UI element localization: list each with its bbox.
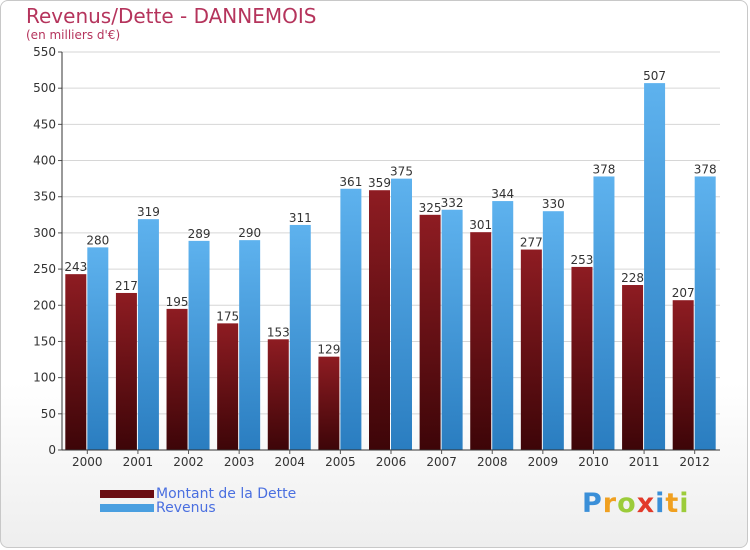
bars-layer [65, 83, 716, 451]
x-tick-label: 2009 [528, 455, 559, 469]
y-tick-label: 500 [33, 81, 56, 95]
bar-revenue [340, 188, 362, 450]
data-label-revenue: 330 [542, 197, 565, 211]
bar-revenue [441, 209, 463, 450]
legend-label-debt: Montant de la Dette [156, 486, 297, 502]
legend-swatch-revenue [100, 504, 154, 512]
bar-revenue [87, 247, 109, 450]
bar-debt [470, 232, 492, 450]
data-label-debt: 325 [419, 201, 442, 215]
y-tick-label: 450 [33, 117, 56, 131]
data-label-debt: 277 [520, 236, 543, 250]
logo-letter: i [655, 488, 666, 519]
data-label-debt: 217 [115, 279, 138, 293]
data-label-debt: 228 [621, 271, 644, 285]
proxiti-logo: Proxiti [582, 488, 690, 519]
data-label-debt: 175 [216, 309, 239, 323]
bar-revenue [644, 83, 666, 450]
data-label-revenue: 311 [289, 211, 312, 225]
data-label-revenue: 290 [238, 226, 261, 240]
x-tick-label: 2002 [173, 455, 204, 469]
bar-debt [318, 356, 340, 450]
x-tick-label: 2001 [123, 455, 154, 469]
data-label-debt: 301 [469, 218, 492, 232]
bar-debt [672, 300, 694, 450]
bar-revenue [289, 224, 311, 450]
x-tick-label: 2012 [679, 455, 710, 469]
data-label-revenue: 378 [593, 162, 616, 176]
logo-letter: r [602, 488, 618, 519]
data-label-debt: 153 [267, 325, 290, 339]
data-label-revenue: 344 [491, 187, 514, 201]
bar-debt [571, 266, 593, 450]
y-tick-label: 100 [33, 371, 56, 385]
bar-debt [622, 285, 644, 450]
y-tick-label: 350 [33, 190, 56, 204]
bar-debt [520, 249, 542, 450]
y-tick-label: 550 [33, 45, 56, 59]
x-tick-label: 2010 [578, 455, 609, 469]
bar-debt [115, 292, 137, 450]
y-tick-label: 50 [41, 407, 56, 421]
legend-label-revenue: Revenus [156, 500, 216, 516]
bar-revenue [542, 211, 564, 450]
bar-debt [166, 308, 188, 450]
bar-debt [65, 274, 87, 450]
x-tick-label: 2004 [274, 455, 305, 469]
data-label-revenue: 289 [188, 227, 211, 241]
chart-title: Revenus/Dette - DANNEMOIS [26, 4, 317, 28]
bar-revenue [492, 201, 514, 450]
bar-debt [217, 323, 239, 450]
bar-revenue [137, 219, 159, 450]
logo-letter: o [617, 488, 637, 519]
data-label-debt: 129 [317, 343, 340, 357]
data-label-revenue: 375 [390, 165, 413, 179]
bar-debt [267, 339, 289, 450]
legend-item-revenue: Revenus [100, 501, 296, 515]
legend: Montant de la Dette Revenus [100, 487, 296, 515]
bar-revenue [239, 240, 261, 450]
x-tick-label: 2005 [325, 455, 356, 469]
x-tick-label: 2007 [426, 455, 457, 469]
data-label-revenue: 507 [643, 69, 666, 83]
y-tick-label: 0 [48, 443, 56, 457]
x-tick-label: 2011 [629, 455, 660, 469]
bar-debt [419, 214, 441, 450]
x-tick-label: 2003 [224, 455, 255, 469]
y-tick-label: 250 [33, 262, 56, 276]
x-tick-label: 2008 [477, 455, 508, 469]
data-label-revenue: 332 [441, 196, 464, 210]
bar-revenue [694, 176, 716, 450]
logo-letter: x [636, 488, 656, 519]
data-label-revenue: 319 [137, 205, 160, 219]
y-tick-label: 400 [33, 154, 56, 168]
bar-revenue [391, 178, 412, 451]
logo-letter: P [582, 488, 603, 519]
data-label-debt: 359 [368, 176, 391, 190]
data-label-revenue: 378 [694, 162, 717, 176]
y-tick-label: 150 [33, 334, 56, 348]
legend-item-debt: Montant de la Dette [100, 487, 296, 501]
data-label-debt: 195 [166, 295, 189, 309]
y-tick-label: 300 [33, 226, 56, 240]
bar-debt [369, 190, 390, 450]
data-label-revenue: 280 [86, 233, 109, 247]
logo-letter: i [679, 488, 690, 519]
bar-revenue [188, 240, 210, 450]
data-label-revenue: 361 [339, 175, 362, 189]
bar-revenue [593, 176, 615, 450]
x-tick-label: 2006 [376, 455, 407, 469]
axis-layer: 0 50 100 150 200 250 300 350 400 450 500 550 2000 200… [33, 45, 720, 469]
legend-swatch-debt [100, 490, 154, 498]
x-tick-label: 2000 [72, 455, 103, 469]
logo-letter: t [665, 488, 680, 519]
chart-subtitle: (en milliers d'€) [26, 28, 121, 42]
data-label-debt: 207 [672, 286, 695, 300]
data-label-debt: 243 [64, 260, 87, 274]
y-tick-label: 200 [33, 298, 56, 312]
data-label-debt: 253 [571, 253, 594, 267]
